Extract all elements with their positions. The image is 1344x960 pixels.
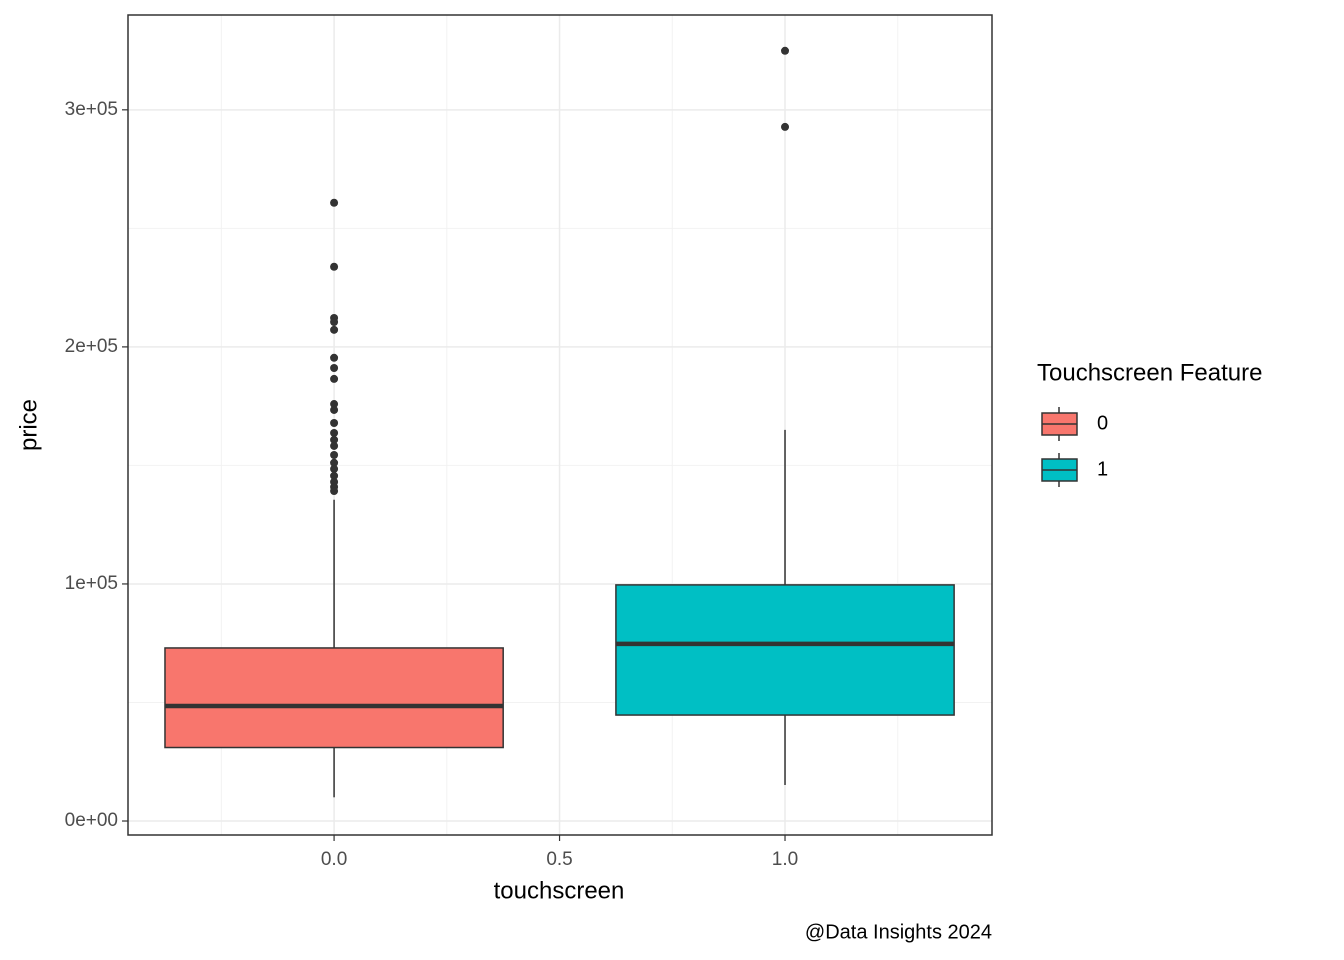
- box: [615, 584, 955, 716]
- outlier: [330, 353, 339, 362]
- outlier: [330, 317, 339, 326]
- y-axis-title: price: [15, 399, 42, 451]
- outlier: [330, 435, 339, 444]
- legend-label: 1: [1097, 458, 1108, 480]
- outlier: [330, 428, 339, 437]
- outlier: [330, 405, 339, 414]
- outlier: [330, 441, 339, 450]
- plot-border: [127, 14, 993, 836]
- outlier: [330, 458, 339, 467]
- y-tick-label: 1e+05: [65, 573, 118, 594]
- outlier: [330, 450, 339, 459]
- outlier: [330, 487, 339, 496]
- y-tick-label: 2e+05: [65, 336, 118, 357]
- legend-label: 0: [1097, 412, 1108, 434]
- x-axis-title: touchscreen: [494, 877, 625, 904]
- legend-title: Touchscreen Feature: [1037, 359, 1262, 386]
- outlier: [781, 122, 790, 131]
- outlier: [330, 400, 339, 409]
- x-tick-label: 0.0: [321, 849, 347, 870]
- outlier: [330, 374, 339, 383]
- x-tick-label: 0.5: [546, 849, 572, 870]
- outlier: [330, 464, 339, 473]
- x-tick-label: 1.0: [772, 849, 798, 870]
- outlier: [330, 471, 339, 480]
- outlier: [330, 198, 339, 207]
- outlier: [330, 418, 339, 427]
- outlier: [330, 262, 339, 271]
- y-tick-label: 3e+05: [65, 99, 118, 120]
- y-tick-label: 0e+00: [65, 810, 118, 831]
- outlier: [781, 46, 790, 55]
- outlier: [330, 325, 339, 334]
- outlier: [330, 363, 339, 372]
- box: [164, 647, 504, 749]
- caption: @Data Insights 2024: [805, 921, 992, 943]
